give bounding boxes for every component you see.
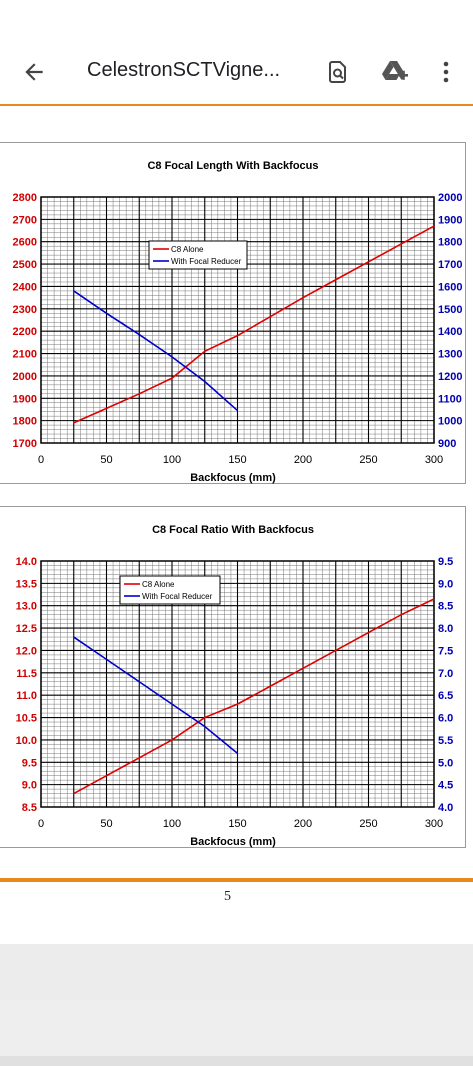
- x-tick-label: 100: [163, 818, 181, 830]
- y-right-tick-label: 1900: [438, 214, 462, 226]
- y-right-tick-label: 5.0: [438, 757, 453, 769]
- y-left-tick-label: 2100: [13, 349, 37, 361]
- x-tick-label: 300: [425, 454, 443, 466]
- x-tick-label: 100: [163, 454, 181, 466]
- y-left-tick-label: 13.0: [16, 601, 37, 613]
- y-left-tick-label: 2500: [13, 259, 37, 271]
- series-line-with-focal-reducer: [73, 290, 239, 412]
- y-left-tick-label: 2200: [13, 326, 37, 338]
- x-tick-label: 250: [359, 454, 377, 466]
- y-left-tick-label: 13.5: [16, 578, 37, 590]
- y-right-tick-label: 1800: [438, 237, 462, 249]
- legend-box: [148, 240, 248, 270]
- y-right-tick-label: 8.0: [438, 623, 453, 635]
- focal-length-chart: C8 Focal Length With Backfocus 0 50 100 150 2…: [13, 160, 463, 484]
- x-tick-label: 0: [38, 818, 44, 830]
- y-left-tick-label: 2400: [13, 281, 37, 293]
- y-left-tick-label: 2800: [13, 192, 37, 204]
- y-right-tick-label: 9.0: [438, 578, 453, 590]
- page-gap: [0, 1056, 473, 1066]
- y-right-tick-label: 1100: [438, 393, 462, 405]
- series-line-c8-alone: [73, 225, 435, 424]
- x-axis-label: Backfocus (mm): [190, 472, 276, 484]
- legend-box: [119, 575, 221, 605]
- add-to-drive-icon[interactable]: [377, 38, 413, 106]
- app-bar: CelestronSCTVigne...: [0, 38, 473, 106]
- y-right-tick-label: 1400: [438, 326, 462, 338]
- y-right-tick-label: 1000: [438, 416, 462, 428]
- chart-frame: [0, 506, 466, 848]
- y-right-tick-label: 1700: [438, 259, 462, 271]
- legend-label: C8 Alone: [171, 245, 204, 254]
- y-left-tick-label: 1900: [13, 393, 37, 405]
- y-right-tick-label: 8.5: [438, 601, 453, 613]
- x-tick-label: 250: [359, 818, 377, 830]
- y-right-tick-label: 6.5: [438, 690, 453, 702]
- y-left-tick-label: 2700: [13, 214, 37, 226]
- series-line-with-focal-reducer: [73, 636, 239, 754]
- plot-border: [40, 196, 435, 444]
- y-left-tick-label: 1700: [13, 438, 37, 450]
- page-footer-rule: [0, 878, 473, 882]
- x-tick-label: 200: [294, 454, 312, 466]
- y-right-tick-label: 1500: [438, 304, 462, 316]
- pdf-viewer[interactable]: C8 Focal Length With Backfocus 0 50 100 150 2…: [0, 106, 473, 1066]
- y-right-tick-label: 900: [438, 438, 456, 450]
- y-right-tick-label: 1600: [438, 281, 462, 293]
- y-left-tick-label: 12.5: [16, 623, 37, 635]
- y-left-tick-label: 12.0: [16, 645, 37, 657]
- chart-frame: [0, 142, 466, 484]
- y-right-tick-label: 4.0: [438, 802, 453, 814]
- y-left-tick-label: 9.5: [22, 757, 37, 769]
- y-right-tick-label: 2000: [438, 192, 462, 204]
- focal-ratio-chart: C8 Focal Ratio With Backfocus 0 50 100 150 20…: [16, 524, 454, 848]
- y-left-tick-label: 10.5: [16, 713, 37, 725]
- y-left-tick-label: 2300: [13, 304, 37, 316]
- pdf-page: C8 Focal Length With Backfocus 0 50 100 150 2…: [0, 106, 473, 944]
- y-left-tick-label: 11.5: [16, 668, 37, 680]
- x-tick-label: 150: [228, 818, 246, 830]
- legend-label: C8 Alone: [142, 580, 175, 589]
- y-left-tick-label: 14.0: [16, 556, 37, 568]
- y-right-tick-label: 4.5: [438, 780, 453, 792]
- y-right-tick-label: 1200: [438, 371, 462, 383]
- y-left-tick-label: 8.5: [22, 802, 37, 814]
- series-line-c8-alone: [73, 598, 435, 795]
- find-in-page-icon[interactable]: [320, 38, 356, 106]
- x-axis-label: Backfocus (mm): [190, 836, 276, 848]
- page-number: 5: [224, 889, 231, 904]
- document-title: CelestronSCTVigne...: [87, 59, 281, 81]
- y-left-tick-label: 2000: [13, 371, 37, 383]
- y-right-tick-label: 7.0: [438, 668, 453, 680]
- y-right-tick-label: 9.5: [438, 556, 453, 568]
- chart-title: C8 Focal Length With Backfocus: [147, 160, 318, 172]
- arrow-back-icon[interactable]: [14, 38, 54, 106]
- x-tick-label: 50: [100, 454, 112, 466]
- chart-title: C8 Focal Ratio With Backfocus: [152, 524, 314, 536]
- y-left-tick-label: 9.0: [22, 780, 37, 792]
- x-tick-label: 150: [228, 454, 246, 466]
- legend-label: With Focal Reducer: [142, 592, 213, 601]
- plot-border: [40, 560, 435, 808]
- y-left-tick-label: 10.0: [16, 735, 37, 747]
- y-left-tick-label: 11.0: [16, 690, 37, 702]
- y-right-tick-label: 7.5: [438, 645, 453, 657]
- x-tick-label: 200: [294, 818, 312, 830]
- y-right-tick-label: 6.0: [438, 713, 453, 725]
- status-bar: [0, 0, 473, 38]
- more-vert-icon[interactable]: [432, 38, 460, 106]
- x-tick-label: 50: [100, 818, 112, 830]
- legend-label: With Focal Reducer: [171, 257, 242, 266]
- x-tick-label: 300: [425, 818, 443, 830]
- y-left-tick-label: 2600: [13, 237, 37, 249]
- y-right-tick-label: 1300: [438, 349, 462, 361]
- x-tick-label: 0: [38, 454, 44, 466]
- y-left-tick-label: 1800: [13, 416, 37, 428]
- y-right-tick-label: 5.5: [438, 735, 453, 747]
